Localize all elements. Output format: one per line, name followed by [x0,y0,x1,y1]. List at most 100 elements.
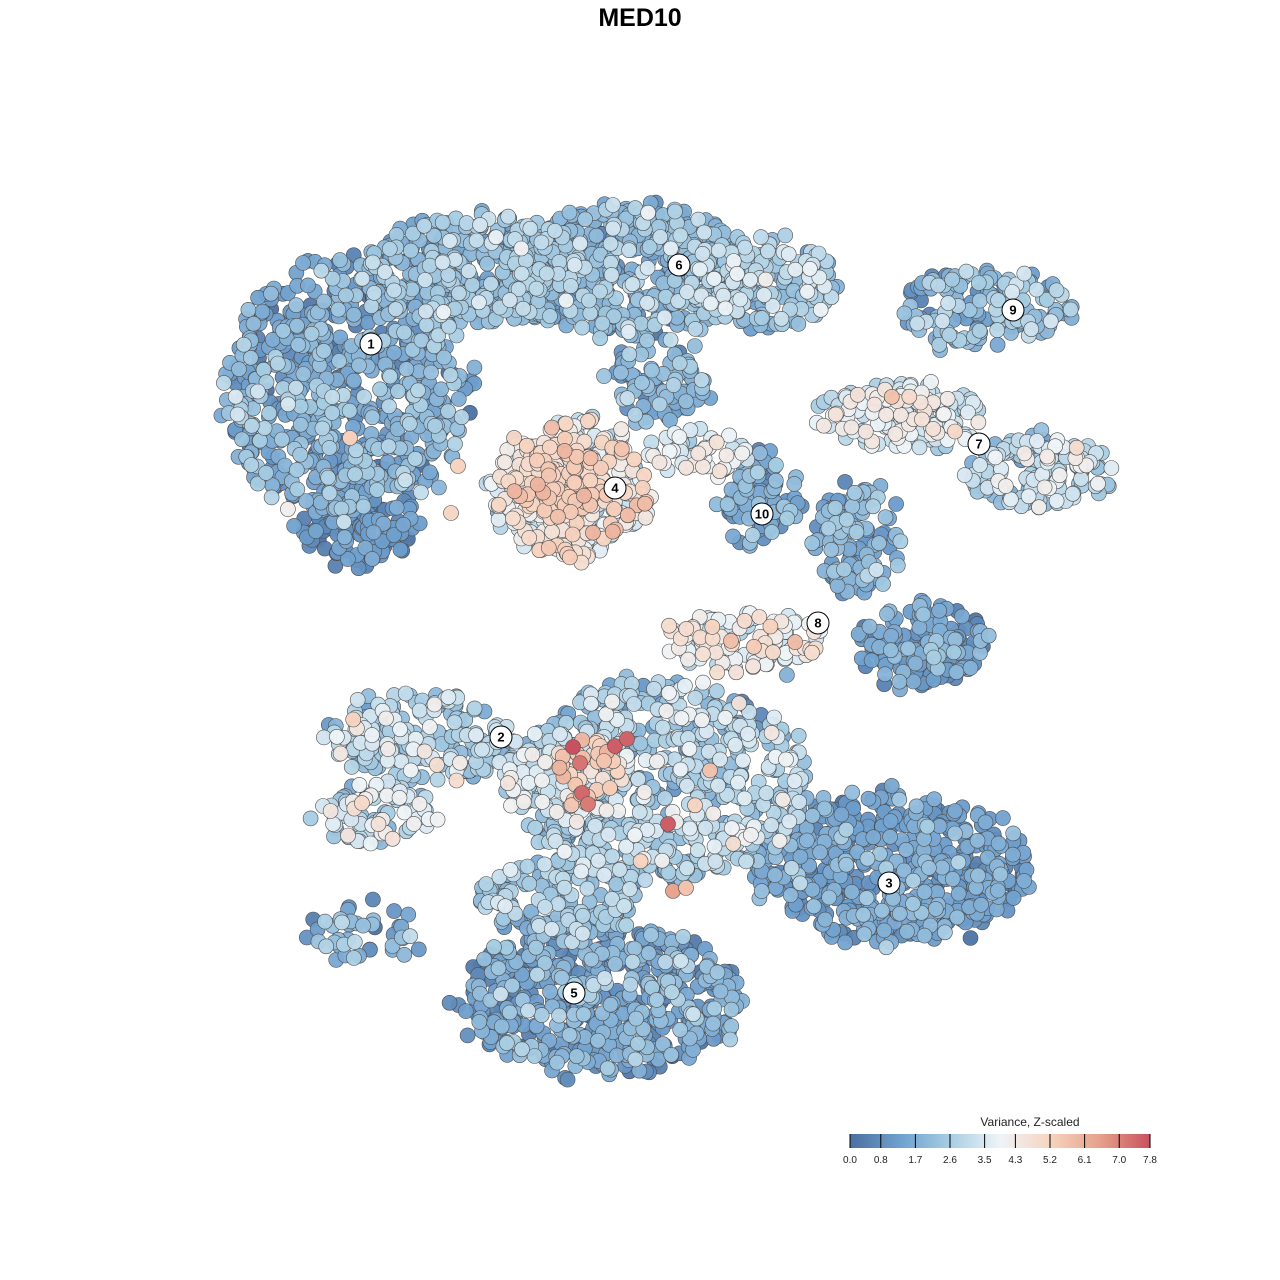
data-point [261,405,278,421]
data-point [413,484,429,501]
data-point [878,939,895,956]
data-point [860,790,877,807]
data-point [916,927,933,944]
data-point [542,308,558,324]
data-point [575,907,591,924]
data-point [627,1051,644,1068]
data-point [346,950,362,966]
data-point [613,364,629,381]
data-point [603,267,620,283]
data-point [1005,890,1022,906]
data-point [838,856,855,873]
data-point [1028,281,1045,298]
data-point [667,203,683,220]
data-point [790,727,807,744]
data-point [916,884,933,900]
data-point [486,939,502,955]
data-point [499,1035,515,1051]
data-point [763,817,780,834]
data-point [596,970,613,987]
data-point [295,366,312,382]
data-point [931,602,948,619]
data-point [300,277,316,294]
data-point [314,420,331,437]
data-point [646,681,662,697]
data-point [249,383,266,400]
data-point [427,418,443,434]
data-point [858,890,875,906]
data-point [386,282,402,299]
data-point [575,1006,592,1023]
data-point [621,346,638,363]
data-point [316,293,332,310]
data-point [693,372,710,388]
data-point [697,820,714,836]
data-point [453,409,470,426]
data-point [838,821,855,838]
data-point [679,284,695,300]
data-point [823,541,840,558]
data-point [990,882,1006,899]
data-point [889,557,906,574]
data-point [324,405,341,421]
data-point [804,881,821,898]
data-point [313,262,330,279]
data-point [879,606,895,622]
data-point [331,353,347,369]
data-point [263,285,279,302]
data-point [1043,313,1059,330]
data-point [375,515,392,532]
data-point [850,626,867,642]
data-point [949,909,966,926]
data-point [672,1022,689,1038]
data-point [303,325,320,342]
data-point [594,315,611,332]
data-point [607,956,624,972]
data-point [429,771,446,788]
data-point [302,810,319,827]
data-point [288,297,305,314]
data-point [753,883,770,899]
data-point [958,263,975,280]
data-point [466,700,483,717]
data-point [919,818,936,835]
data-point [605,197,621,213]
data-point [707,853,724,870]
data-point [804,807,821,824]
data-point [355,498,372,515]
data-point [472,217,488,233]
data-point [685,1006,702,1023]
data-point [844,784,861,801]
data-point [547,223,563,239]
data-point [604,848,620,865]
data-point [369,482,385,498]
data-point [501,1004,518,1021]
data-point [330,301,347,318]
data-point [971,322,988,339]
data-point [749,464,766,481]
data-point [899,923,915,940]
data-point [345,372,362,389]
data-point [820,520,837,537]
data-point [556,879,573,896]
data-point [243,349,259,366]
data-point [363,298,380,315]
data-point [859,850,876,867]
data-point [790,316,807,332]
data-point [531,918,547,934]
data-point [723,1001,740,1018]
data-point [286,518,302,534]
data-point [416,218,433,234]
data-point [321,485,338,501]
data-point [969,832,986,849]
data-point [411,702,428,719]
data-point [458,1003,474,1019]
data-point [865,829,882,846]
data-point [321,440,338,456]
data-point [657,954,674,970]
data-point [947,825,963,842]
data-point [583,951,600,968]
data-point [410,941,427,958]
data-point [513,265,530,282]
